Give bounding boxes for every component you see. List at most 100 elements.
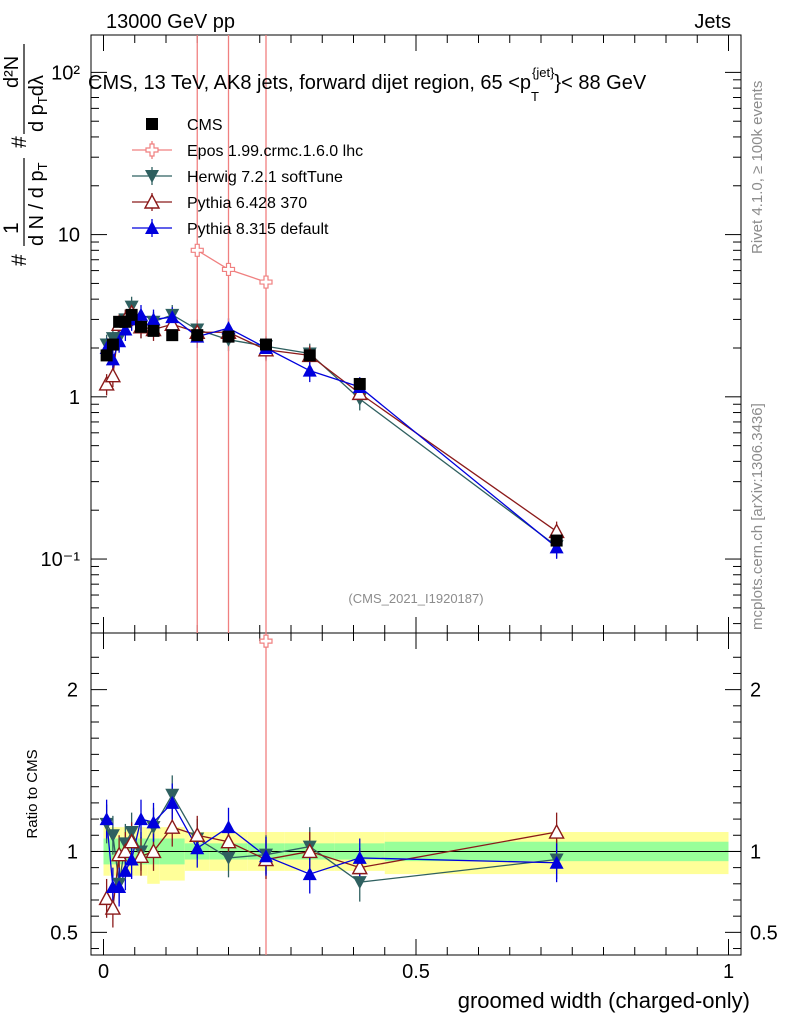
ratio-y-tick-label: 2 bbox=[67, 680, 78, 702]
ratio-point bbox=[352, 850, 367, 864]
ratio-point bbox=[98, 889, 115, 906]
cms-data-point bbox=[222, 330, 235, 343]
ratio-y-tick-label-right: 1 bbox=[750, 841, 761, 863]
ratio-point bbox=[164, 818, 181, 834]
cms-data-point bbox=[135, 320, 147, 333]
legend-marker bbox=[146, 118, 158, 130]
ratio-point bbox=[124, 826, 139, 840]
data-point bbox=[259, 275, 273, 289]
x-axis-label: groomed width (charged-only) bbox=[458, 988, 750, 1013]
x-tick-label: 0.5 bbox=[402, 961, 430, 983]
y-axis-label: # 1 d N / d pT # d²N # d pTdλ bbox=[0, 44, 50, 266]
data-point bbox=[165, 310, 180, 324]
cms-data-point bbox=[100, 349, 113, 362]
data-point bbox=[549, 540, 564, 554]
ratio-point bbox=[302, 867, 317, 881]
rivet-label: Rivet 4.1.0, ≥ 100k events bbox=[749, 81, 766, 254]
ratio-point bbox=[165, 788, 180, 802]
chart-title: CMS, 13 TeV, AK8 jets, forward dijet reg… bbox=[88, 65, 647, 104]
ratio-point bbox=[351, 859, 368, 875]
ratio-point bbox=[134, 812, 148, 826]
cms-data-point bbox=[106, 338, 119, 351]
cms-data-point bbox=[125, 308, 138, 321]
y-tick-label: 1 bbox=[69, 387, 80, 409]
ratio-y-tick-label-right: 2 bbox=[750, 680, 761, 702]
legend-marker bbox=[145, 170, 159, 183]
legend: CMS Epos 1.99.crmc.1.6.0 lhc Herwig 7.2.1 … bbox=[132, 117, 363, 238]
ratio-point bbox=[146, 815, 161, 829]
ratio-point bbox=[99, 812, 114, 826]
legend-label: Pythia 6.428 370 bbox=[187, 195, 307, 212]
ylabel-inner-hash: # bbox=[8, 136, 31, 148]
ratio-point bbox=[117, 842, 134, 859]
tick-labels: 0 0.5 1 10⁻¹ 1 10 10² 0.5 0.5 1 1 2 2 bbox=[41, 62, 778, 983]
x-tick-label: 0 bbox=[98, 961, 109, 983]
series-markers bbox=[98, 243, 565, 915]
mcplots-label: mcplots.cern.ch [arXiv:1306.3436] bbox=[749, 403, 766, 630]
series-line bbox=[106, 305, 558, 547]
cms-data-point bbox=[303, 349, 316, 362]
ratio-point bbox=[221, 820, 236, 834]
cms-data-point bbox=[260, 338, 272, 351]
series-line bbox=[106, 314, 558, 548]
axis-ticks bbox=[91, 35, 741, 955]
ylabel-hash: # bbox=[8, 254, 31, 266]
series-line bbox=[106, 311, 557, 532]
cms-data-point bbox=[166, 329, 179, 342]
ratio-point bbox=[190, 841, 205, 855]
ratio-y-tick-label: 0.5 bbox=[50, 922, 78, 944]
series-line bbox=[196, 249, 267, 283]
title-end: }< 88 GeV bbox=[554, 72, 646, 94]
ratio-point bbox=[104, 899, 122, 915]
ratio-y-tick-label: 1 bbox=[67, 841, 78, 863]
ratio-point bbox=[123, 833, 140, 849]
ratio-point bbox=[165, 795, 180, 809]
x-tick-label: 1 bbox=[723, 961, 734, 983]
data-point bbox=[146, 312, 161, 326]
ratio-plot-frame bbox=[90, 632, 742, 956]
legend-label: Pythia 8.315 default bbox=[187, 221, 329, 238]
y-tick-label: 10 bbox=[58, 225, 80, 247]
ylabel-denominator: d N / d pT bbox=[26, 162, 50, 246]
data-point bbox=[98, 375, 115, 391]
header-left: 13000 GeV pp bbox=[106, 11, 235, 33]
ratio-point bbox=[118, 863, 133, 877]
legend-marker bbox=[145, 143, 159, 157]
ratio-point bbox=[145, 842, 162, 859]
ylabel-inner-denominator: d pTdλ bbox=[26, 75, 50, 132]
cms-data-point bbox=[191, 329, 204, 342]
ratio-line bbox=[106, 793, 557, 884]
legend-marker bbox=[143, 193, 161, 209]
ratio-point bbox=[548, 823, 565, 839]
data-point bbox=[104, 367, 122, 383]
y-tick-label: 10⁻¹ bbox=[41, 549, 81, 571]
ratio-point bbox=[220, 833, 237, 849]
legend-label: Herwig 7.2.1 softTune bbox=[187, 169, 343, 186]
ratio-point bbox=[221, 851, 236, 865]
title-sub: T bbox=[531, 89, 539, 104]
data-point bbox=[118, 322, 133, 336]
cms-data-point bbox=[353, 377, 366, 390]
analysis-watermark: (CMS_2021_I1920187) bbox=[348, 591, 483, 606]
ratio-point bbox=[112, 880, 127, 894]
ratio-point bbox=[301, 842, 318, 859]
data-point bbox=[190, 243, 204, 257]
ylabel-inner-numerator: d²N bbox=[1, 56, 23, 88]
cms-data-point bbox=[147, 324, 160, 337]
legend-label: Epos 1.99.crmc.1.6.0 lhc bbox=[187, 143, 363, 160]
ratio-y-label: Ratio to CMS bbox=[24, 749, 41, 838]
ratio-point bbox=[259, 849, 273, 863]
cms-data-point bbox=[550, 534, 563, 547]
ratio-point bbox=[124, 852, 139, 866]
ratio-point bbox=[549, 855, 564, 869]
data-point bbox=[302, 363, 317, 377]
title-sup: {jet} bbox=[532, 65, 555, 80]
legend-label: CMS bbox=[187, 117, 223, 134]
data-point bbox=[221, 262, 236, 277]
data-point bbox=[105, 352, 120, 366]
ylabel-hash-2: # bbox=[0, 116, 1, 128]
header-right: Jets bbox=[694, 11, 731, 33]
ratio-y-tick-label-right: 0.5 bbox=[750, 922, 778, 944]
y-tick-label: 10² bbox=[51, 62, 80, 84]
